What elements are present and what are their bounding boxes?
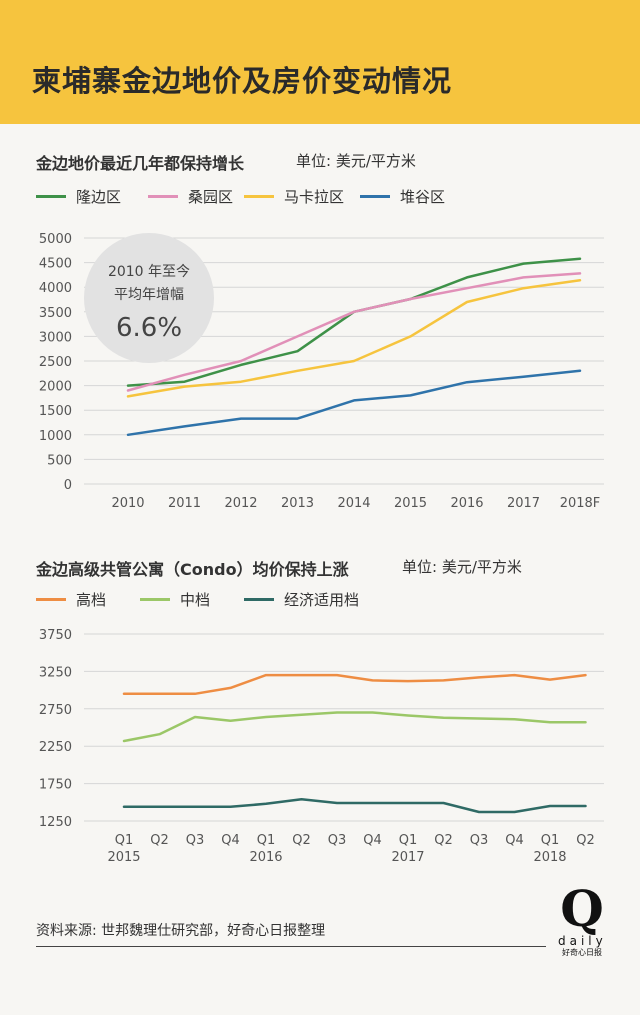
logo-name: daily <box>558 934 607 948</box>
legend-swatch <box>244 598 274 601</box>
page-title: 柬埔寨金边地价及房价变动情况 <box>32 64 453 98</box>
series-line-2 <box>122 798 587 814</box>
legend-swatch <box>244 195 274 198</box>
legend-label: 高档 <box>76 591 107 609</box>
condo-price-chart-title: 金边高级共管公寓（Condo）均价保持上涨 <box>36 560 349 579</box>
x-tick-label: Q3 <box>186 833 205 848</box>
x-tick-label: 2011 <box>168 496 201 511</box>
source-note: 资料来源: 世邦魏理仕研究部，好奇心日报整理 <box>36 923 326 939</box>
footer-divider <box>36 946 546 947</box>
x-tick-label: 2016 <box>450 496 483 511</box>
series-line-0 <box>122 673 587 696</box>
condo-price-unit: 单位: 美元/平方米 <box>402 558 522 576</box>
x-tick-label: Q1 <box>257 833 276 848</box>
series-line-2 <box>126 279 582 398</box>
header-banner: 柬埔寨金边地价及房价变动情况 <box>0 0 640 124</box>
legend-item-chamkarmon: 桑园区 <box>148 186 233 207</box>
land-price-chart-title: 金边地价最近几年都保持增长 <box>36 154 245 173</box>
y-tick-label: 3250 <box>39 665 72 680</box>
year-label: 2017 <box>391 850 424 865</box>
y-tick-label: 3750 <box>39 628 72 643</box>
y-tick-label: 1750 <box>39 778 72 793</box>
legend-item-7-makara: 马卡拉区 <box>244 186 344 207</box>
legend-label: 堆谷区 <box>400 188 446 206</box>
legend-swatch <box>36 598 66 601</box>
legend-item-affordable: 经济适用档 <box>244 589 359 610</box>
y-tick-label: 0 <box>64 478 72 493</box>
y-tick-label: 3500 <box>39 306 72 321</box>
legend-swatch <box>148 195 178 198</box>
x-tick-label: Q4 <box>363 833 382 848</box>
x-tick-label: Q4 <box>505 833 524 848</box>
legend-swatch <box>36 195 66 198</box>
x-tick-label: Q4 <box>221 833 240 848</box>
x-tick-label: Q2 <box>292 833 311 848</box>
growth-annotation-bubble <box>84 233 214 363</box>
legend-label: 桑园区 <box>188 188 234 206</box>
y-tick-label: 1000 <box>39 429 72 444</box>
x-tick-label: Q2 <box>150 833 169 848</box>
y-tick-label: 500 <box>47 453 72 468</box>
y-tick-label: 5000 <box>39 232 72 247</box>
annotation-value: 6.6% <box>116 313 182 343</box>
legend-label: 隆边区 <box>76 188 122 206</box>
legend-label: 马卡拉区 <box>284 188 345 206</box>
x-tick-label: Q3 <box>470 833 489 848</box>
y-tick-label: 2000 <box>39 380 72 395</box>
x-tick-label: 2018F <box>560 496 601 511</box>
series-line-1 <box>122 711 587 743</box>
legend-label: 中档 <box>180 591 211 609</box>
x-tick-label: 2017 <box>507 496 540 511</box>
series-line-1 <box>126 272 582 392</box>
y-tick-label: 2500 <box>39 355 72 370</box>
land-price-line-chart: 0 500 1000 1500 2000 2500 3000 3500 4000 4500 5000… <box>39 232 604 511</box>
legend-item-high-end: 高档 <box>36 589 106 610</box>
qdaily-logo: Q daily 好奇心日报 <box>558 884 606 958</box>
legend-item-tuol-kork: 隆边区 <box>36 186 121 207</box>
land-price-unit: 单位: 美元/平方米 <box>296 152 416 170</box>
x-tick-label: 2010 <box>111 496 144 511</box>
x-tick-label: Q2 <box>434 833 453 848</box>
x-tick-label: 2012 <box>224 496 257 511</box>
x-tick-label: Q1 <box>399 833 418 848</box>
legend-swatch <box>360 195 390 198</box>
series-line-3 <box>126 369 582 437</box>
legend-label: 经济适用档 <box>284 591 360 609</box>
annotation-line1: 2010 年至今 <box>108 264 190 280</box>
logo-letter: Q <box>560 879 604 938</box>
y-tick-label: 1250 <box>39 815 72 830</box>
y-tick-label: 1500 <box>39 404 72 419</box>
y-tick-label: 2250 <box>39 740 72 755</box>
condo-price-line-chart: 1250 1750 2250 2750 3250 3750 Q1 Q2 Q3 Q4 Q1 Q2 Q3 Q4… <box>39 628 604 865</box>
y-tick-label: 2750 <box>39 703 72 718</box>
x-tick-label: 2013 <box>281 496 314 511</box>
year-label: 2016 <box>249 850 282 865</box>
year-label: 2015 <box>107 850 140 865</box>
x-tick-label: Q3 <box>328 833 347 848</box>
x-tick-label: Q2 <box>576 833 595 848</box>
legend-swatch <box>140 598 170 601</box>
x-tick-label: 2015 <box>394 496 427 511</box>
x-tick-label: Q1 <box>541 833 560 848</box>
annotation-line2: 平均年增幅 <box>114 287 184 303</box>
logo-sub: 好奇心日报 <box>562 948 602 957</box>
x-tick-label: 2014 <box>337 496 370 511</box>
y-tick-label: 4500 <box>39 257 72 272</box>
y-tick-label: 4000 <box>39 281 72 296</box>
x-tick-label: Q1 <box>115 833 134 848</box>
y-tick-label: 3000 <box>39 330 72 345</box>
legend-item-mid-range: 中档 <box>140 589 210 610</box>
legend-item-daun-penh: 堆谷区 <box>360 186 445 207</box>
year-label: 2018 <box>533 850 566 865</box>
